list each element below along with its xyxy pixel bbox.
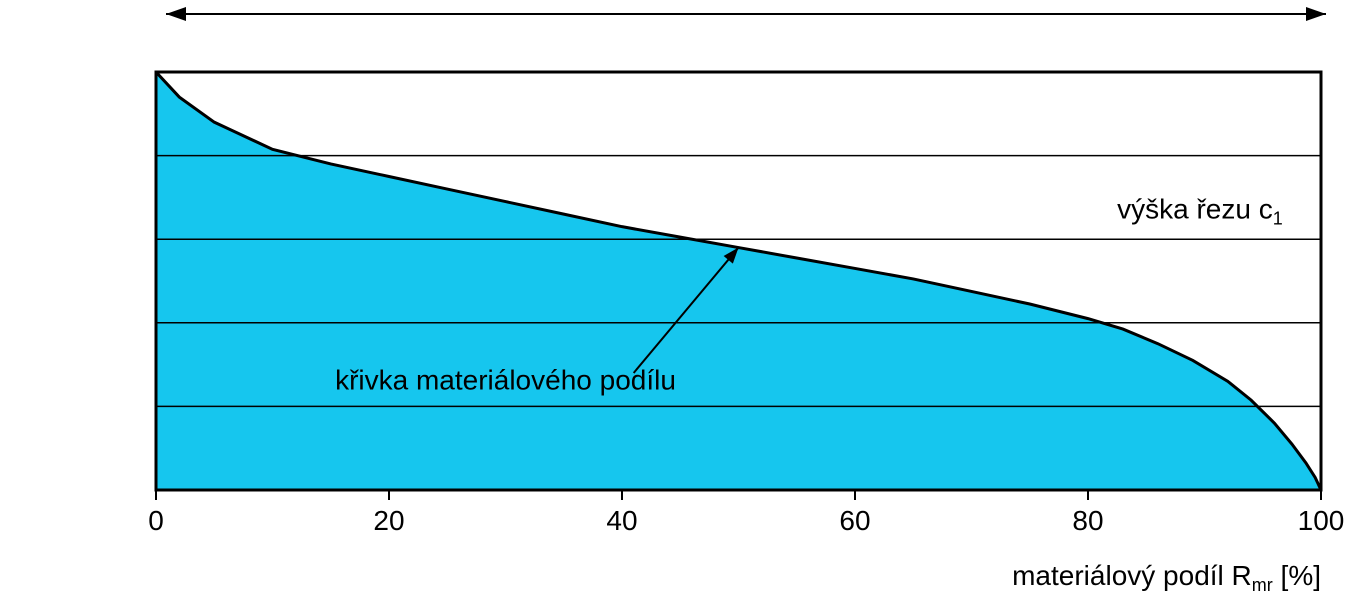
x-tick-label: 40 xyxy=(606,505,637,536)
cut-height-label: výška řezu c1 xyxy=(1117,193,1283,228)
x-axis-label-sub: mr xyxy=(1252,575,1273,595)
x-tick-label: 0 xyxy=(148,505,164,536)
curve-annotation-label: křivka materiálového podílu xyxy=(335,365,676,396)
x-tick-label: 100 xyxy=(1298,505,1345,536)
x-tick-label: 80 xyxy=(1072,505,1103,536)
x-tick-label: 60 xyxy=(839,505,870,536)
cut-height-label-main: výška řezu c xyxy=(1117,193,1273,224)
x-tick-label: 20 xyxy=(373,505,404,536)
x-axis-label-main: materiálový podíl R xyxy=(1012,560,1252,591)
cut-height-label-sub: 1 xyxy=(1273,208,1283,228)
x-axis-label-tail: [%] xyxy=(1273,560,1321,591)
x-axis-label: materiálový podíl Rmr [%] xyxy=(1012,560,1321,595)
